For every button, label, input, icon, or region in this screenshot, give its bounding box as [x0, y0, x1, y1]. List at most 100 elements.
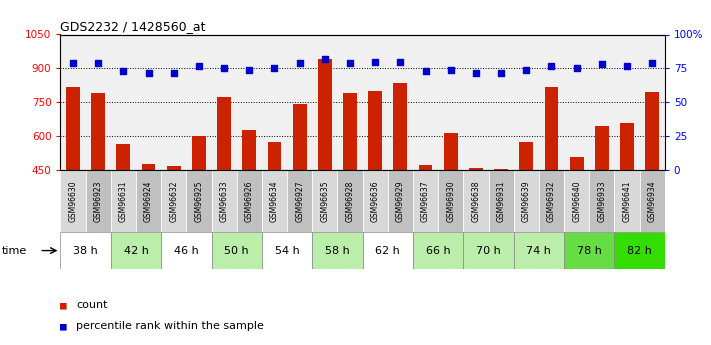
- Bar: [387, 170, 413, 232]
- Bar: [60, 232, 111, 269]
- Point: [546, 63, 557, 69]
- Bar: [262, 170, 287, 232]
- Bar: [488, 170, 514, 232]
- Bar: [91, 93, 105, 170]
- Bar: [111, 232, 161, 269]
- Bar: [514, 232, 564, 269]
- Bar: [161, 170, 186, 232]
- Point: [319, 56, 331, 62]
- Text: 58 h: 58 h: [325, 246, 350, 256]
- Bar: [464, 232, 514, 269]
- Point: [244, 67, 255, 72]
- Text: ■: ■: [60, 321, 74, 331]
- Point: [520, 67, 532, 72]
- Bar: [640, 170, 665, 232]
- Bar: [620, 123, 634, 170]
- Bar: [539, 170, 564, 232]
- Bar: [85, 170, 111, 232]
- Point: [68, 60, 79, 66]
- Bar: [363, 232, 413, 269]
- Bar: [570, 157, 584, 170]
- Bar: [438, 170, 464, 232]
- Bar: [646, 92, 659, 170]
- Text: GSM96635: GSM96635: [321, 180, 329, 222]
- Point: [470, 70, 481, 75]
- Text: GSM96634: GSM96634: [270, 180, 279, 222]
- Text: GSM96630: GSM96630: [68, 180, 77, 222]
- Point: [118, 68, 129, 74]
- Text: GSM96637: GSM96637: [421, 180, 430, 222]
- Text: GSM96632: GSM96632: [169, 180, 178, 222]
- Bar: [136, 170, 161, 232]
- Bar: [393, 83, 407, 170]
- Bar: [413, 170, 438, 232]
- Text: GSM96639: GSM96639: [522, 180, 531, 222]
- Point: [420, 68, 432, 74]
- Bar: [363, 170, 387, 232]
- Bar: [117, 144, 130, 170]
- Bar: [318, 59, 332, 170]
- Text: GSM96928: GSM96928: [346, 180, 355, 222]
- Text: GSM96932: GSM96932: [547, 180, 556, 222]
- Bar: [494, 169, 508, 170]
- Text: 74 h: 74 h: [526, 246, 551, 256]
- Text: time: time: [2, 246, 27, 256]
- Text: 42 h: 42 h: [124, 246, 149, 256]
- Text: GSM96638: GSM96638: [471, 180, 481, 222]
- Point: [496, 70, 507, 75]
- Bar: [66, 87, 80, 170]
- Bar: [464, 170, 488, 232]
- Bar: [161, 232, 212, 269]
- Text: ■: ■: [60, 300, 74, 310]
- Bar: [343, 93, 357, 170]
- Text: GSM96641: GSM96641: [623, 180, 631, 222]
- Text: GSM96931: GSM96931: [496, 180, 506, 222]
- Bar: [312, 232, 363, 269]
- Point: [646, 60, 658, 66]
- Point: [445, 67, 456, 72]
- Text: GSM96633: GSM96633: [220, 180, 229, 222]
- Text: 78 h: 78 h: [577, 246, 602, 256]
- Text: GSM96925: GSM96925: [194, 180, 203, 222]
- Text: 62 h: 62 h: [375, 246, 400, 256]
- Text: 66 h: 66 h: [426, 246, 451, 256]
- Bar: [111, 170, 136, 232]
- Bar: [614, 232, 665, 269]
- Bar: [545, 87, 558, 170]
- Bar: [469, 168, 483, 170]
- Text: 38 h: 38 h: [73, 246, 98, 256]
- Text: 70 h: 70 h: [476, 246, 501, 256]
- Bar: [60, 170, 85, 232]
- Bar: [338, 170, 363, 232]
- Point: [294, 60, 305, 66]
- Bar: [212, 170, 237, 232]
- Bar: [614, 170, 640, 232]
- Point: [269, 66, 280, 71]
- Bar: [419, 165, 432, 170]
- Point: [395, 59, 406, 65]
- Point: [370, 59, 381, 65]
- Bar: [589, 170, 614, 232]
- Point: [344, 60, 356, 66]
- Bar: [186, 170, 212, 232]
- Text: percentile rank within the sample: percentile rank within the sample: [76, 321, 264, 331]
- Point: [571, 66, 582, 71]
- Bar: [287, 170, 312, 232]
- Bar: [212, 232, 262, 269]
- Bar: [444, 133, 458, 170]
- Bar: [242, 130, 256, 170]
- Point: [92, 60, 104, 66]
- Point: [218, 66, 230, 71]
- Bar: [312, 170, 338, 232]
- Text: GSM96926: GSM96926: [245, 180, 254, 222]
- Bar: [267, 142, 282, 170]
- Bar: [217, 97, 231, 170]
- Bar: [595, 126, 609, 170]
- Text: GSM96930: GSM96930: [447, 180, 455, 222]
- Bar: [413, 232, 464, 269]
- Text: GSM96934: GSM96934: [648, 180, 657, 222]
- Text: GSM96924: GSM96924: [144, 180, 153, 222]
- Bar: [167, 166, 181, 170]
- Bar: [519, 142, 533, 170]
- Text: 50 h: 50 h: [225, 246, 249, 256]
